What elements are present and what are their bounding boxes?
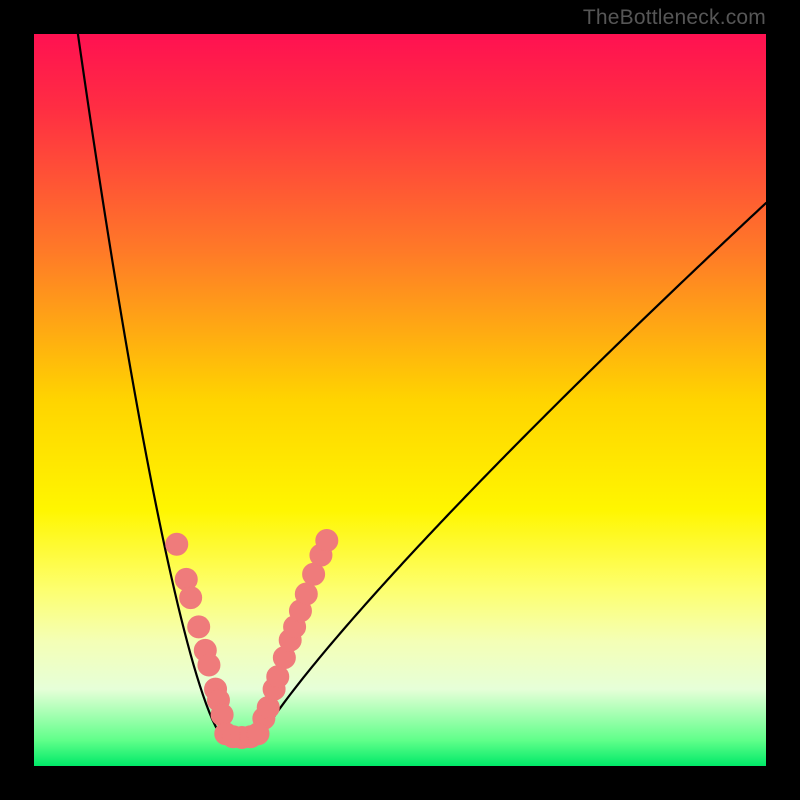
gradient-background: [34, 34, 766, 766]
marker-left: [166, 533, 188, 555]
chart-container: TheBottleneck.com: [0, 0, 800, 800]
watermark-text: TheBottleneck.com: [583, 6, 766, 30]
marker-left: [211, 704, 233, 726]
marker-right: [295, 583, 317, 605]
marker-bottom: [247, 723, 269, 745]
marker-right: [316, 530, 338, 552]
marker-left: [198, 654, 220, 676]
marker-left: [180, 587, 202, 609]
marker-left: [188, 616, 210, 638]
plot-area: [34, 34, 766, 766]
